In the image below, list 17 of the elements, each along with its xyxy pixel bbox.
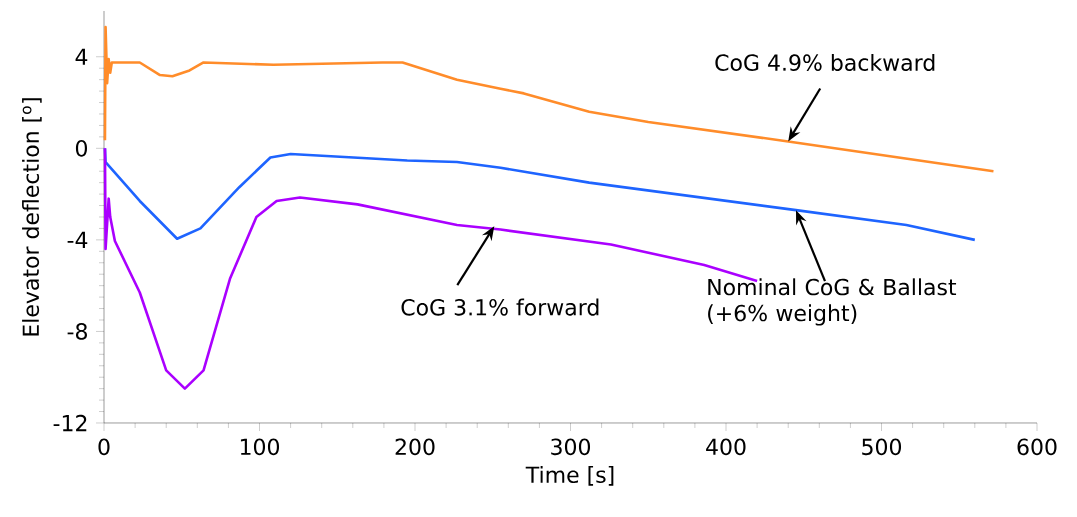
x-tick-label: 500 — [862, 438, 902, 456]
y-tick-label: -4 — [67, 231, 88, 248]
annotation: Nominal CoG & Ballast (+6% weight) — [708, 278, 957, 326]
y-tick-label: -12 — [53, 414, 87, 432]
y-axis-title: Elevator deflection [$^{o}$] — [22, 98, 42, 336]
x-tick-label: 300 — [551, 438, 591, 456]
y-tick-label: -8 — [67, 323, 87, 340]
annotation: CoG 4.9% backward — [715, 53, 935, 71]
x-tick-label: 0 — [98, 438, 110, 456]
y-tick-label: 0 — [75, 140, 88, 157]
x-tick-label: 200 — [395, 438, 435, 456]
y-tick-label: 4 — [75, 48, 88, 65]
x-tick-label: 100 — [240, 438, 280, 456]
x-tick-label: 600 — [1017, 438, 1057, 456]
x-axis-title: Time [s] — [525, 466, 614, 486]
annotation: CoG 3.1% forward — [401, 298, 599, 316]
x-tick-label: 400 — [706, 438, 746, 456]
